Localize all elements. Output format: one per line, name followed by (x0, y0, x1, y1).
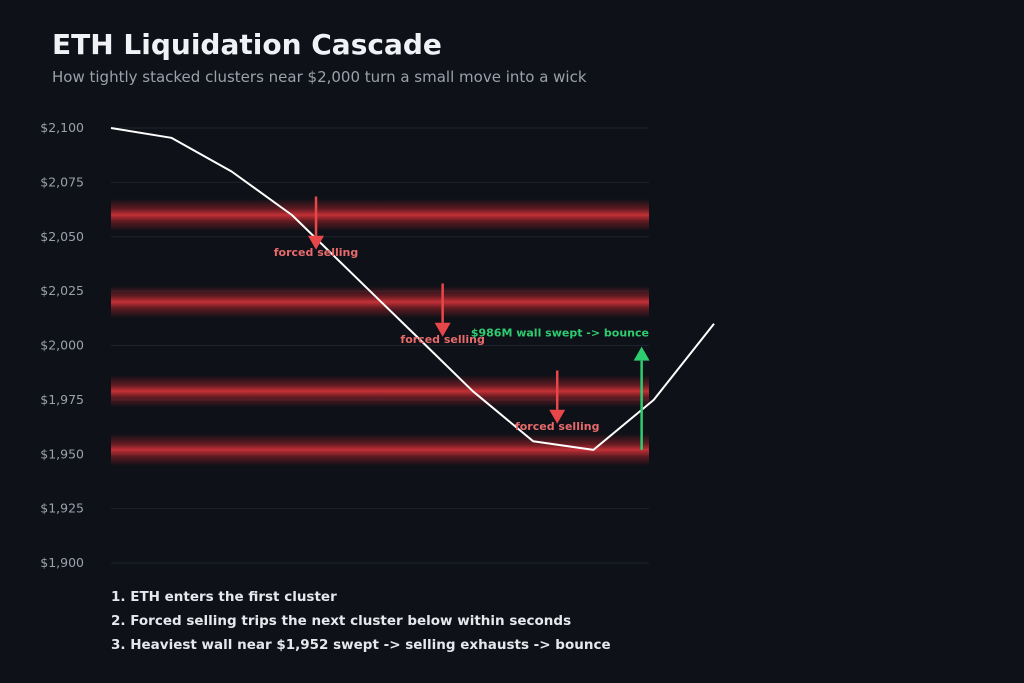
liquidation-cluster-band (111, 375, 649, 408)
step-item: 2. Forced selling trips the next cluster… (111, 613, 572, 629)
y-tick-label: $1,950 (40, 446, 84, 461)
y-tick-label: $2,000 (40, 338, 84, 353)
sell-arrow-head (549, 409, 566, 424)
y-tick-label: $1,975 (40, 392, 84, 407)
liquidation-cluster-band (111, 199, 649, 231)
bounce-label: $986M wall swept -> bounce (471, 326, 649, 339)
chart-subtitle: How tightly stacked clusters near $2,000… (52, 68, 587, 86)
y-tick-label: $2,025 (40, 283, 84, 298)
bounce-arrow-head (633, 346, 650, 361)
step-item: 1. ETH enters the first cluster (111, 589, 337, 605)
y-tick-label: $2,075 (40, 174, 84, 189)
forced-selling-label: forced selling (400, 333, 484, 346)
grid-layer (111, 127, 649, 564)
forced-selling-label: forced selling (274, 246, 358, 259)
steps-list: 1. ETH enters the first cluster 2. Force… (111, 587, 611, 659)
sell-arrow-head (308, 235, 325, 250)
sell-arrow-head (434, 322, 451, 337)
y-tick-label: $1,900 (40, 555, 84, 570)
annotation-layer: forced selling forced selling forced selli… (274, 196, 650, 450)
y-tick-label: $2,100 (40, 120, 84, 135)
y-axis: $2,100 $2,075 $2,050 $2,025 $2,000 $1,975 $1,9… (40, 120, 84, 570)
line-layer (110, 127, 715, 451)
step-item: 3. Heaviest wall near $1,952 swept -> se… (111, 637, 611, 653)
y-tick-label: $2,050 (40, 229, 84, 244)
price-line (110, 127, 715, 451)
chart-title: ETH Liquidation Cascade (52, 28, 442, 61)
forced-selling-label: forced selling (515, 420, 599, 433)
liquidation-cluster-band (111, 433, 649, 466)
y-tick-label: $1,925 (40, 501, 84, 516)
